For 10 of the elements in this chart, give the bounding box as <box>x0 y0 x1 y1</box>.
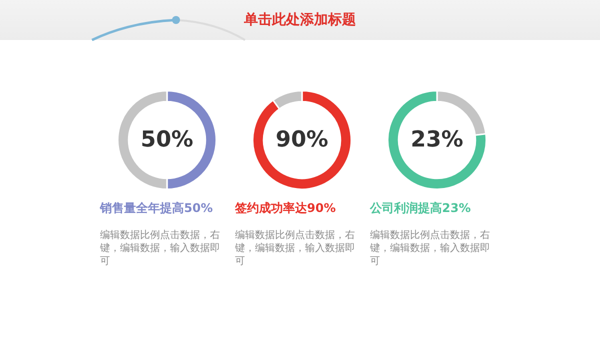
text: 签约成功率达90% <box>235 200 337 217</box>
text: 50% <box>140 128 194 153</box>
text: 编辑数据比例点击数据，右键，编辑数据，输入数据即可 <box>235 229 355 268</box>
text: 单击此处添加标题 <box>243 11 357 29</box>
text: 23% <box>410 128 464 153</box>
text: 编辑数据比例点击数据，右键，编辑数据，输入数据即可 <box>370 229 490 268</box>
text: 编辑数据比例点击数据，右键，编辑数据，输入数据即可 <box>100 229 220 268</box>
text: 公司利润提高23% <box>370 200 472 217</box>
text: 销售量全年提高50% <box>100 200 214 217</box>
text: 90% <box>276 128 328 153</box>
